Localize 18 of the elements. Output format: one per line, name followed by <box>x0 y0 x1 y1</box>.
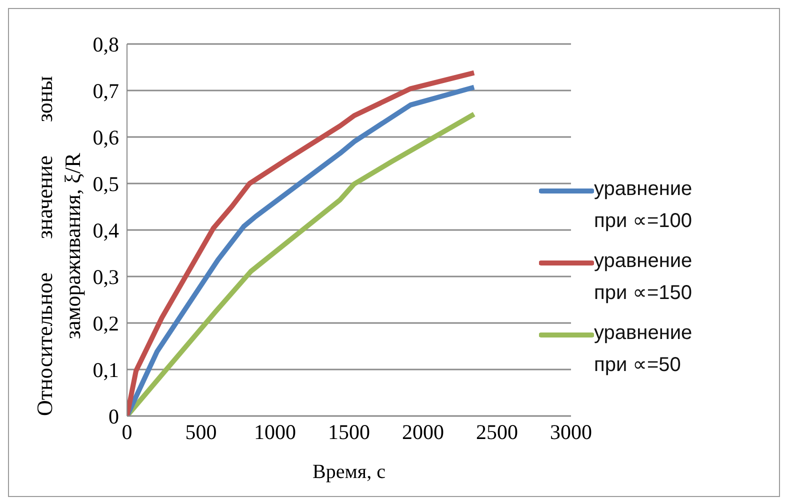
y-tick-label: 0,7 <box>92 78 119 103</box>
x-tick-label: 500 <box>185 420 217 444</box>
y-tick-label: 0,2 <box>92 311 119 336</box>
x-axis-title: Время, с <box>312 461 386 483</box>
x-tick-label: 2000 <box>402 420 444 444</box>
y-tick-label: 0,1 <box>92 358 119 382</box>
x-tick-label: 1000 <box>254 420 296 444</box>
x-tick-label: 3000 <box>550 420 592 444</box>
legend-label: уравнение при ∝=50 <box>594 321 694 378</box>
y-tick-label: 0,3 <box>92 264 119 289</box>
x-tick-label: 1500 <box>328 420 370 444</box>
y-axis-title: Относительное значение зоны замораживания, ξ/R <box>31 76 86 416</box>
y-tick-label: 0,4 <box>92 218 120 242</box>
y-tick-label: 0,8 <box>92 32 119 56</box>
y-tick-label: 0,5 <box>92 172 119 196</box>
x-tick-label: 2500 <box>476 420 518 444</box>
y-tick-label: 0,6 <box>92 125 119 150</box>
y-tick-label: 0 <box>108 404 119 428</box>
